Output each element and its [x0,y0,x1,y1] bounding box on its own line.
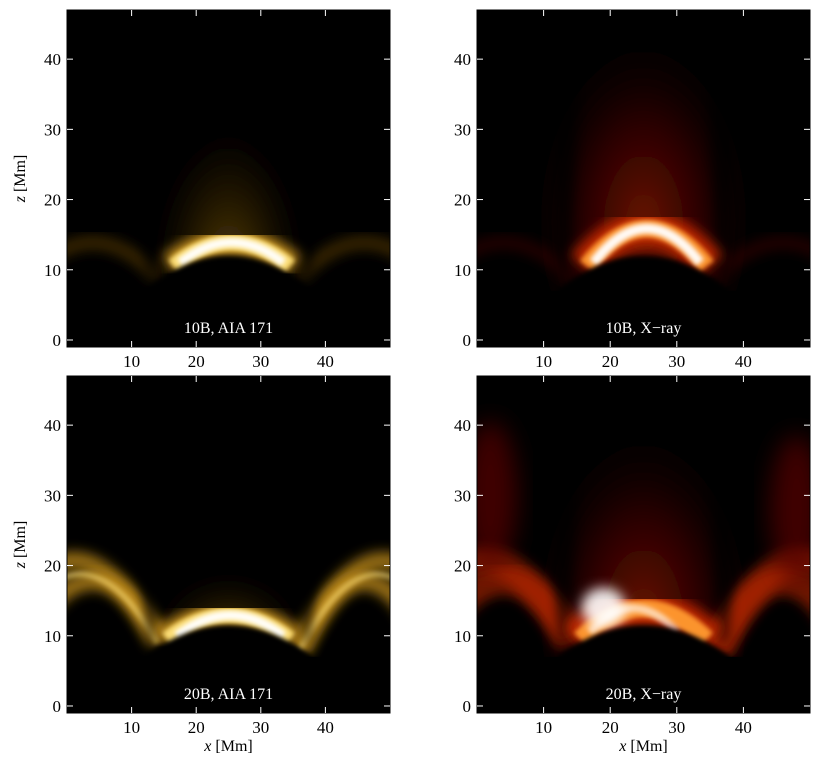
y-tick-label: 20 [454,191,471,210]
y-tick-label: 40 [44,50,61,69]
x-tick-label: 30 [252,718,269,737]
x-axis-title: x [Mm] [618,738,667,755]
y-tick-label: 10 [44,261,61,280]
chromosphere-band [67,290,390,347]
y-tick-label: 30 [454,486,471,505]
chromosphere-band [477,656,810,713]
x-tick-label: 10 [535,718,552,737]
y-tick-label: 0 [463,331,472,350]
x-tick-label: 40 [735,718,752,737]
y-tick-label: 30 [454,120,471,139]
y-tick-label: 40 [44,416,61,435]
x-tick-label: 20 [602,718,619,737]
x-tick-label: 10 [123,718,140,737]
x-tick-label: 10 [535,352,552,371]
panel-frame [476,375,811,714]
x-tick-label: 40 [317,352,334,371]
y-tick-label: 0 [53,331,62,350]
x-tick-label: 40 [735,352,752,371]
x-tick-label: 30 [668,718,685,737]
x-tick-label: 10 [123,352,140,371]
panel-label: 10B, AIA 171 [184,320,273,337]
y-axis-title: z [Mm] [12,155,29,204]
y-tick-label: 10 [44,627,61,646]
x-tick-label: 40 [317,718,334,737]
panel-1: 10 20 30 40 0 10 20 30 40 10B, AIA 171 z [Mm] [12,9,391,371]
panel-4: 10 20 30 40 0 10 20 30 40 20B, X−ray x [Mm] [454,375,811,755]
y-tick-label: 20 [44,557,61,576]
chromosphere-band [67,656,390,713]
chromosphere-band [477,290,810,347]
y-tick-label: 20 [44,191,61,210]
x-tick-label: 20 [602,352,619,371]
heatmap-image [477,10,810,347]
y-tick-label: 10 [454,627,471,646]
y-tick-label: 40 [454,50,471,69]
y-axis-title: z [Mm] [12,521,29,570]
heatmap-image [67,10,390,347]
panel-3: 10 20 30 40 0 10 20 30 40 20B, AIA 171 z [Mm] x [Mm… [12,375,391,755]
y-tick-label: 20 [454,557,471,576]
y-tick-label: 10 [454,261,471,280]
heatmap-image [477,376,810,713]
x-axis-title: x [Mm] [203,738,252,755]
x-tick-label: 20 [188,352,205,371]
panel-label: 20B, X−ray [606,686,682,703]
y-tick-label: 30 [44,120,61,139]
panel-frame [476,9,811,348]
panel-label: 10B, X−ray [606,320,682,337]
panel-2: 10 20 30 40 0 10 20 30 40 10B, X−ray [454,9,811,371]
panel-frame [66,375,391,714]
y-tick-label: 0 [53,697,62,716]
y-tick-label: 0 [463,697,472,716]
y-tick-label: 30 [44,486,61,505]
panel-frame [66,9,391,348]
x-tick-label: 30 [252,352,269,371]
x-tick-label: 30 [668,352,685,371]
y-tick-label: 40 [454,416,471,435]
panel-label: 20B, AIA 171 [184,686,273,703]
x-tick-label: 20 [188,718,205,737]
heatmap-image [67,376,390,713]
